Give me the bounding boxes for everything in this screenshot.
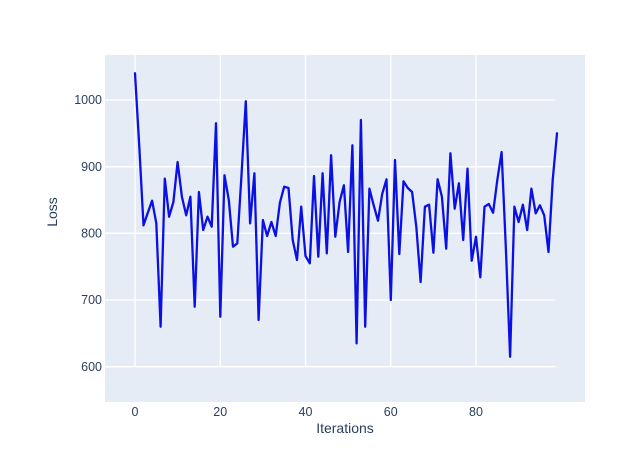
tick-labels-layer: 600 700 800 900 1000 0 20 40 60 80: [74, 93, 483, 419]
x-axis-title: Iterations: [316, 420, 374, 436]
x-tick-label-60: 60: [384, 405, 398, 419]
y-tick-label-900: 900: [81, 160, 102, 174]
y-tick-label-700: 700: [81, 293, 102, 307]
loss-series-line: [133, 72, 559, 358]
x-tick-label-40: 40: [299, 405, 313, 419]
x-tick-label-80: 80: [469, 405, 483, 419]
x-tick-label-0: 0: [132, 405, 139, 419]
data-line-layer: [133, 72, 559, 358]
y-tick-label-800: 800: [81, 227, 102, 241]
y-axis-title: Loss: [44, 197, 60, 227]
y-tick-label-1000: 1000: [74, 93, 102, 107]
x-tick-label-20: 20: [213, 405, 227, 419]
y-tick-label-600: 600: [81, 360, 102, 374]
